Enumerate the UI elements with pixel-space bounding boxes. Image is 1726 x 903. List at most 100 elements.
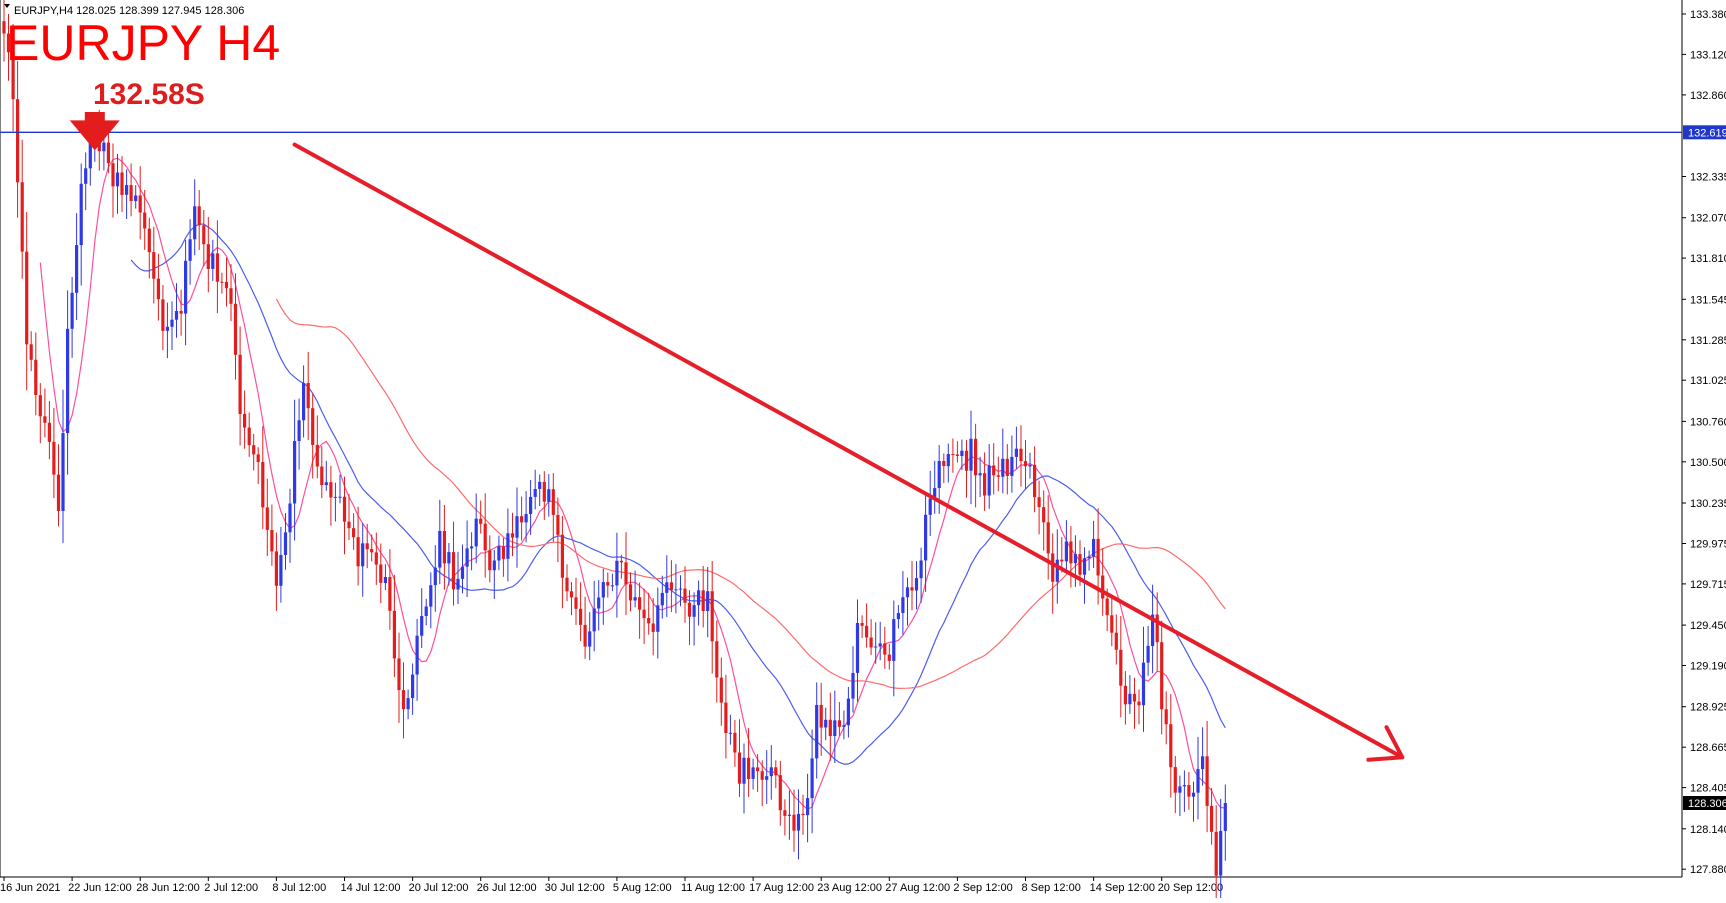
candle-body <box>778 775 782 811</box>
candle-162 <box>737 719 742 797</box>
candle-215 <box>978 456 982 497</box>
candle-body <box>274 551 278 586</box>
x-tick-label: 5 Aug 12:00 <box>613 882 672 894</box>
candle-body <box>1132 693 1137 702</box>
candle-body <box>737 752 742 784</box>
candle-body <box>302 383 306 421</box>
candle-body <box>855 623 860 673</box>
candle-body <box>647 618 651 624</box>
downtrend-arrowhead <box>1366 725 1405 762</box>
candle-181 <box>824 707 828 741</box>
candle-body <box>420 616 424 636</box>
candle-262 <box>1191 781 1196 822</box>
y-tick-label: 127.880 <box>1690 864 1726 876</box>
candle-body <box>270 530 274 552</box>
candle-151 <box>687 590 692 646</box>
candle-63 <box>288 488 292 563</box>
candle-body <box>43 416 47 423</box>
y-tick-label: 132.335 <box>1690 172 1726 184</box>
candle-body <box>1210 805 1214 832</box>
candle-57 <box>261 425 265 529</box>
downtrend-line <box>292 142 1405 760</box>
candle-body <box>252 445 256 455</box>
candle-117 <box>533 469 537 510</box>
candle-body <box>742 757 746 784</box>
candle-body <box>987 465 991 496</box>
candle-177 <box>806 773 810 843</box>
candle-125 <box>569 582 574 616</box>
candle-263 <box>1196 736 1200 820</box>
candle-223 <box>1014 426 1018 469</box>
candle-body <box>88 142 92 169</box>
candle-body <box>1092 538 1096 557</box>
candle-body <box>542 481 546 502</box>
candle-83 <box>379 543 383 604</box>
candle-204 <box>928 470 932 537</box>
y-tick-label: 132.070 <box>1690 213 1726 225</box>
candle-body <box>510 533 515 538</box>
dropdown-triangle-icon[interactable] <box>4 4 10 8</box>
candle-body <box>1155 614 1159 643</box>
x-tick-label: 20 Jul 12:00 <box>409 882 469 894</box>
candle-0 <box>2 0 6 62</box>
candle-body <box>188 239 192 261</box>
candle-68 <box>311 394 315 479</box>
candle-body <box>828 719 832 736</box>
candle-52 <box>238 326 242 446</box>
candle-body <box>674 589 678 591</box>
candle-body <box>474 518 478 547</box>
candle-174 <box>792 789 796 852</box>
candle-9 <box>43 388 47 438</box>
candle-208 <box>946 443 950 483</box>
candle-body <box>728 732 732 734</box>
candle-94 <box>429 572 433 629</box>
candle-body <box>619 560 623 563</box>
price-annotation-text: 132.58S <box>93 78 205 111</box>
candle-59 <box>270 504 274 566</box>
candle-body <box>165 326 169 331</box>
candle-38 <box>174 283 179 338</box>
annotations-layer <box>0 112 1682 762</box>
y-tick-label: 133.120 <box>1690 49 1726 61</box>
candle-107 <box>488 535 492 583</box>
candle-body <box>701 590 705 611</box>
candle-body <box>1087 556 1091 559</box>
candle-body <box>106 142 110 164</box>
candle-16 <box>75 213 79 321</box>
candle-body <box>792 814 796 831</box>
candle-body <box>342 496 347 522</box>
candle-207 <box>942 453 946 484</box>
candle-body <box>1110 615 1114 633</box>
candle-183 <box>833 690 837 763</box>
candle-body <box>806 798 810 816</box>
candle-145 <box>660 575 664 619</box>
candle-body <box>801 813 805 816</box>
candle-body <box>379 564 383 583</box>
candle-body <box>824 719 828 728</box>
candle-body <box>333 496 337 498</box>
x-tick-label: 2 Jul 12:00 <box>204 882 258 894</box>
horizontal-line-price-tag <box>1683 125 1726 140</box>
candle-179 <box>815 682 819 779</box>
candle-253 <box>1151 584 1155 674</box>
candle-157 <box>715 620 719 703</box>
candle-187 <box>851 646 855 713</box>
candle-body <box>329 482 333 498</box>
candle-body <box>16 99 20 183</box>
candle-body <box>1119 649 1123 686</box>
candle-body <box>710 591 714 642</box>
candle-126 <box>574 577 578 625</box>
candle-body <box>905 587 910 598</box>
candle-body <box>787 814 791 816</box>
candle-body <box>760 771 764 780</box>
candle-28 <box>129 163 133 217</box>
candle-73 <box>333 482 337 522</box>
candle-body <box>193 206 197 240</box>
candle-body <box>424 606 428 616</box>
candle-116 <box>529 479 533 535</box>
candle-body <box>946 454 950 467</box>
candle-body <box>1178 786 1182 793</box>
candle-25 <box>115 154 120 214</box>
candle-219 <box>996 456 1000 492</box>
candle-body <box>415 635 419 675</box>
